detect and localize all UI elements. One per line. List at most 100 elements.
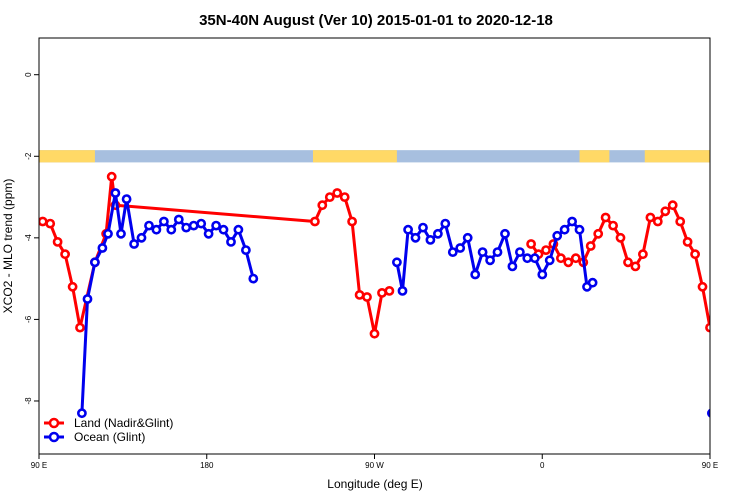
land-series-point [615,232,626,243]
ocean-series-point [103,228,113,239]
land-band [710,150,750,162]
ocean-series-point [173,214,184,225]
ocean-series-point [218,224,229,235]
land-band [644,150,710,163]
ocean-series-point [447,247,458,257]
ocean-series-point [97,243,108,253]
x-tick-label: 180 [200,461,214,470]
x-tick-label: 0 [540,461,545,470]
land-series-point [526,239,536,249]
ocean-series-point [492,247,503,257]
ocean-series-point [129,239,139,249]
ocean-series-point [714,295,721,302]
land-series-point [690,249,700,260]
land-series-point [660,206,671,217]
land-series-point [309,216,320,227]
y-tick-label: -8 [24,397,33,405]
chart-title: 35N-40N August (Ver 10) 2015-01-01 to 20… [199,12,553,29]
land-series-point [697,281,708,292]
land-series-point [369,328,380,339]
ocean-series-point [559,224,570,235]
ocean-series-point [203,228,214,239]
y-axis-label: XCO2 - MLO trend (ppm) [1,179,15,314]
ocean-series-point [742,189,749,196]
land-series-point [721,259,728,266]
land-series-point [45,218,56,229]
ocean-series-point [418,222,428,233]
ocean-series-point [151,224,162,235]
ocean-series-point [226,236,236,247]
ocean-series-point [248,273,259,284]
ocean-series-line [712,193,750,413]
land-series-point [377,287,387,298]
land-series-point [600,212,611,223]
land-series-point [623,257,633,268]
land-series-point [667,200,678,211]
land-series-point [106,171,117,182]
land-series-point [585,241,596,251]
land-mask-strip [39,150,750,163]
land-series-point [317,200,328,211]
land-series-point [52,236,63,247]
x-axis: 90 E 180 90 W 0 90 E [31,454,718,470]
land-series-point [75,322,85,333]
legend-land-label: Land (Nadir&Glint) [74,416,173,430]
ocean-series-point [515,247,525,257]
land-series-point [682,236,693,247]
ocean-series-point [440,218,451,229]
ocean-series-point [544,255,555,266]
land-series-point [638,249,648,260]
land-series-point [570,253,581,264]
land-series-point [738,173,745,180]
ocean-series-point [729,244,736,251]
ocean-series-point [462,232,473,243]
ocean-series-point [90,257,100,268]
ocean-series-point [507,261,518,272]
ocean-series-point [82,294,93,304]
land-series-point [675,216,686,227]
x-tick-label: 90 E [702,461,718,470]
ocean-series-point [529,253,540,264]
ocean-series-point [110,188,121,198]
legend-ocean-label: Ocean (Glint) [74,430,145,444]
land-series-point [563,257,574,268]
land-series-point [733,230,740,237]
land-series-point [67,281,78,292]
land-series-point [60,249,70,260]
ocean-series-point [455,243,466,253]
land-series-point [347,216,357,227]
ocean-series-point [410,232,421,243]
ocean-series-point [403,224,413,235]
ocean-series-point [707,408,710,418]
ocean-series-point [470,269,481,280]
ocean-series-point [734,230,741,237]
legend-land-marker [48,417,60,429]
y-tick-label: 0 [24,72,33,77]
land-series-point [39,216,48,227]
ocean-series-point [196,218,207,229]
legend-ocean-marker [48,431,60,443]
plot-frame [38,37,711,455]
ocean-series-point [116,228,126,239]
ocean-series-point [477,247,488,257]
x-tick-label: 90 W [365,461,384,470]
legend: Land (Nadir&Glint) Ocean (Glint) [44,416,173,444]
ocean-series-point [425,234,436,245]
ocean-series-point [211,220,221,231]
land-series-point [742,202,749,209]
ocean-series-point [188,220,199,231]
ocean-series-point [158,216,169,227]
land-series-point [705,322,710,333]
land-series-point [608,220,618,231]
land-series-point [332,188,343,198]
land-band [312,150,397,163]
ocean-series-point [144,220,154,231]
ocean-series-point [391,257,402,268]
ocean-series-point [136,232,147,243]
land-series-point [645,212,656,223]
ocean-series [77,188,750,419]
series-layer [39,171,750,419]
ocean-series-point [240,245,251,255]
ocean-series-point [537,269,548,280]
